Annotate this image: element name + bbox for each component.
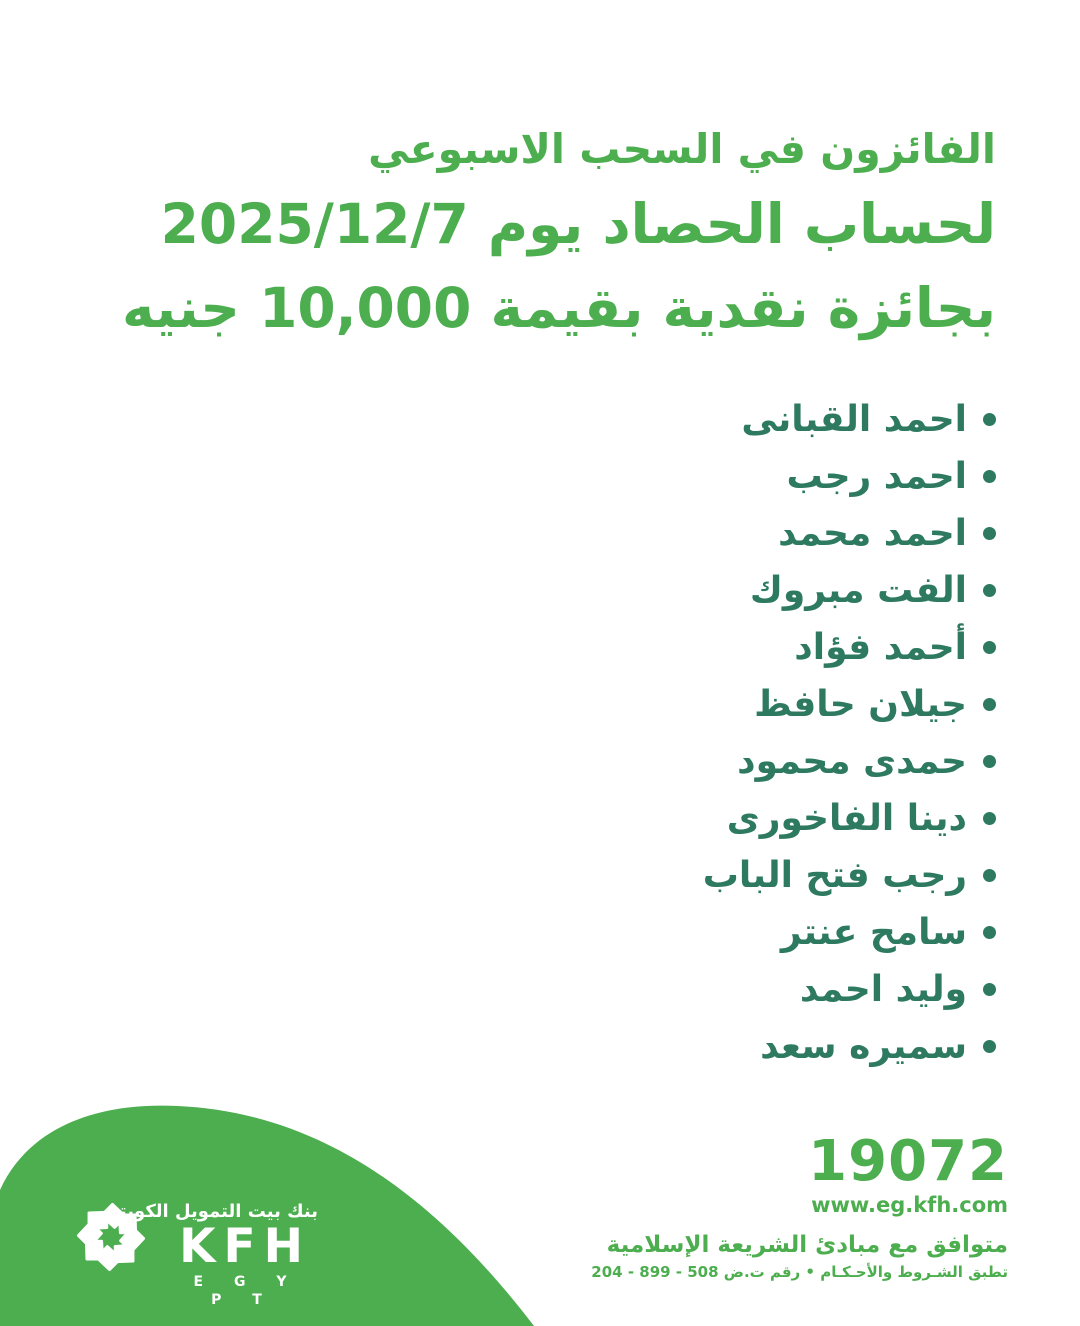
bullet-icon bbox=[983, 641, 996, 654]
winner-name: دينا الفاخورى bbox=[726, 798, 967, 839]
bullet-icon bbox=[983, 869, 996, 882]
kfh-pinwheel-icon bbox=[76, 1202, 146, 1272]
winner-name: حمدى محمود bbox=[737, 741, 967, 782]
winner-name: وليد احمد bbox=[799, 969, 967, 1010]
winner-item: أحمد فؤاد bbox=[703, 619, 996, 676]
brand-kfh: KFH bbox=[179, 1219, 311, 1274]
winners-list: احمد القبانى احمد رجب احمد محمد الفت مبر… bbox=[703, 391, 996, 1075]
winner-name: احمد محمد bbox=[778, 513, 967, 554]
winner-item: جيلان حافظ bbox=[703, 676, 996, 733]
bullet-icon bbox=[983, 470, 996, 483]
winner-name: جيلان حافظ bbox=[754, 684, 967, 725]
header-title: الفائزون في السحب الاسبوعي bbox=[368, 125, 996, 173]
kfh-logo-text: بنك بيت التمويل الكويتي KFH E G Y P T bbox=[101, 1200, 318, 1309]
website-url: www.eg.kfh.com bbox=[811, 1193, 1008, 1217]
bullet-icon bbox=[983, 413, 996, 426]
winner-item: حمدى محمود bbox=[703, 733, 996, 790]
winner-item: سامح عنتر bbox=[703, 904, 996, 961]
winner-item: دينا الفاخورى bbox=[703, 790, 996, 847]
header: الفائزون في السحب الاسبوعي لحساب الحصاد … bbox=[122, 116, 996, 350]
bullet-icon bbox=[983, 1040, 996, 1053]
bullet-icon bbox=[983, 755, 996, 768]
winner-item: رجب فتح الباب bbox=[703, 847, 996, 904]
winner-item: سميره سعد bbox=[703, 1018, 996, 1075]
green-curve-shape bbox=[0, 1105, 534, 1326]
winner-name: سميره سعد bbox=[760, 1026, 967, 1067]
winner-name: احمد القبانى bbox=[741, 399, 967, 440]
winner-item: احمد رجب bbox=[703, 448, 996, 505]
winner-name: أحمد فؤاد bbox=[794, 627, 967, 668]
bullet-icon bbox=[983, 527, 996, 540]
bullet-icon bbox=[983, 926, 996, 939]
brand-egypt: E G Y P T bbox=[193, 1274, 300, 1308]
hotline-number: 19072 bbox=[808, 1129, 1008, 1194]
winner-item: احمد محمد bbox=[703, 505, 996, 562]
winner-item: احمد القبانى bbox=[703, 391, 996, 448]
sharia-compliance-text: متوافق مع مبادئ الشريعة الإسلامية bbox=[606, 1232, 1008, 1258]
contact-block: 19072 www.eg.kfh.com متوافق مع مبادئ الش… bbox=[591, 1132, 1008, 1282]
bullet-icon bbox=[983, 698, 996, 711]
bullet-icon bbox=[983, 812, 996, 825]
winner-item: الفت مبروك bbox=[703, 562, 996, 619]
terms-text: تطبق الشـروط والأحـكـام • رقم ت.ض 508 - … bbox=[591, 1263, 1008, 1281]
header-prize: بجائزة نقدية بقيمة 10,000 جنيه bbox=[122, 276, 996, 340]
bullet-icon bbox=[983, 983, 996, 996]
bank-name-arabic: بنك بيت التمويل الكويتي bbox=[101, 1201, 318, 1222]
kfh-logo: بنك بيت التمويل الكويتي KFH E G Y P T bbox=[74, 1200, 318, 1309]
bullet-icon bbox=[983, 584, 996, 597]
winner-name: سامح عنتر bbox=[780, 912, 967, 953]
winner-name: الفت مبروك bbox=[749, 570, 967, 611]
winner-name: احمد رجب bbox=[786, 456, 967, 497]
header-account-date: لحساب الحصاد يوم 2025/12/7 bbox=[160, 192, 996, 256]
winner-item: وليد احمد bbox=[703, 961, 996, 1018]
winner-name: رجب فتح الباب bbox=[702, 855, 967, 896]
